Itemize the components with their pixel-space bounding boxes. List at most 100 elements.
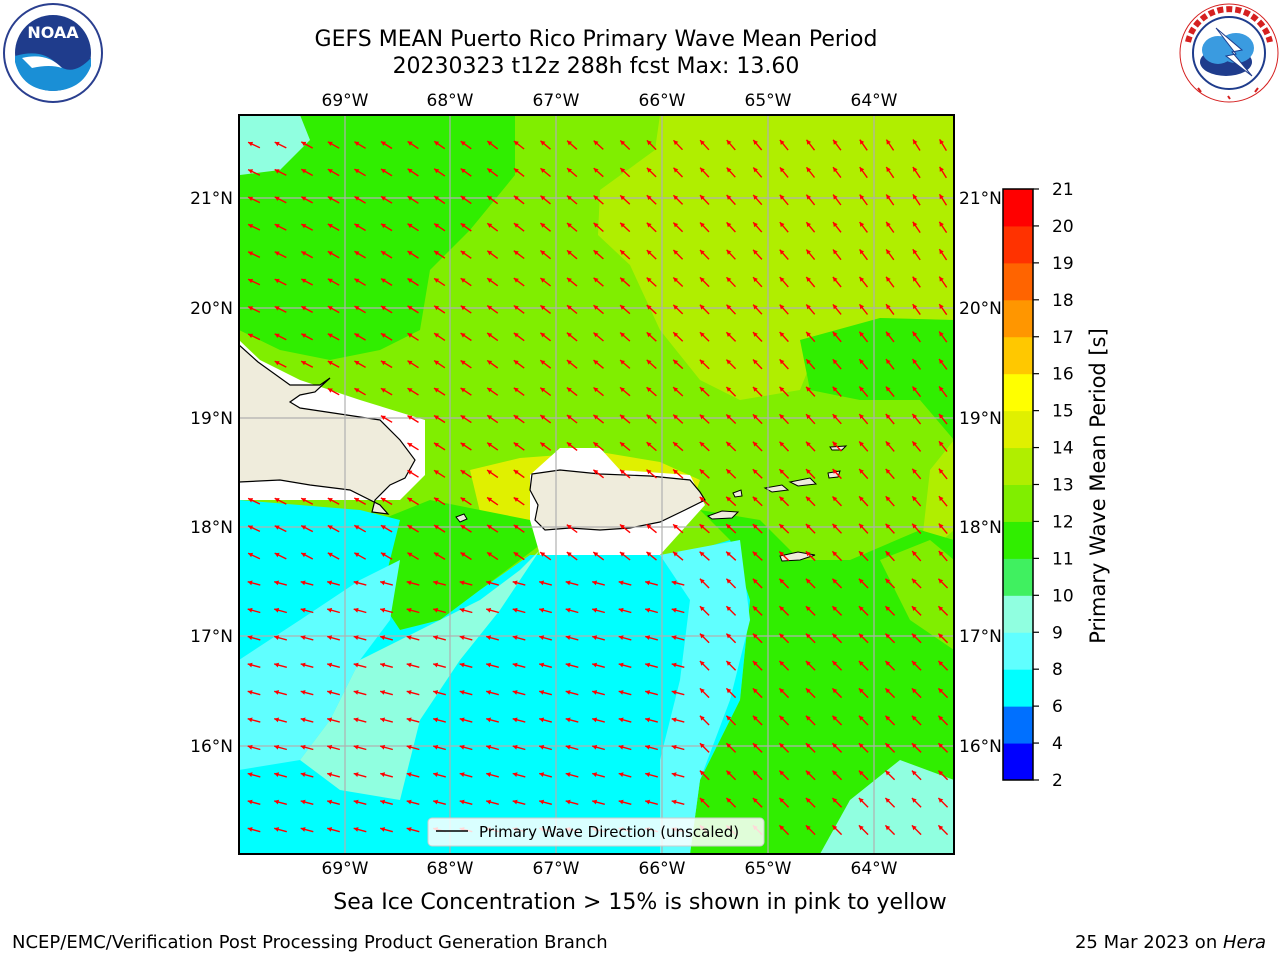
wave-arrow-head: [646, 140, 652, 146]
wave-arrow-head: [620, 360, 625, 365]
wave-arrow-head: [353, 717, 359, 723]
wave-arrow-head: [620, 387, 625, 393]
wave-arrow-head: [859, 441, 864, 447]
wave-arrow-head: [248, 306, 254, 311]
wave-arrow-head: [380, 607, 386, 613]
wave-arrow-head: [327, 251, 333, 256]
wave-arrow-head: [434, 360, 439, 366]
wave-arrow-head: [460, 196, 466, 201]
wave-arrow-head: [885, 551, 891, 557]
colorbar-segment: [1003, 558, 1033, 596]
wave-arrow-head: [646, 305, 652, 310]
wave-arrow-head: [487, 141, 493, 146]
wave-arrow-head: [726, 798, 732, 803]
wave-arrow-head: [247, 744, 253, 750]
wave-arrow-head: [752, 715, 758, 721]
wave-arrow-head: [406, 717, 412, 723]
wave-arrow-head: [673, 195, 679, 200]
wave-arrow-head: [274, 662, 280, 668]
colorbar-segment: [1003, 225, 1033, 264]
wave-arrow-head: [434, 223, 440, 228]
wave-arrow-head: [539, 607, 545, 613]
wave-arrow-head: [859, 469, 864, 474]
wave-arrow-head: [487, 278, 493, 283]
wave-arrow-head: [567, 195, 572, 201]
wave-arrow-head: [859, 139, 865, 145]
wave-arrow-head: [247, 772, 253, 777]
wave-arrow-head: [806, 139, 812, 145]
wave-arrow-head: [406, 799, 412, 805]
wave-arrow-head: [699, 414, 705, 420]
wave-arrow-head: [806, 359, 811, 365]
wave-arrow-head: [832, 743, 838, 748]
wave-arrow-head: [938, 661, 944, 666]
wave-arrow-head: [699, 578, 705, 584]
wave-arrow-head: [673, 359, 679, 365]
wave-arrow-head: [832, 523, 838, 529]
wave-arrow-head: [913, 139, 918, 145]
wave-arrow-head: [274, 196, 280, 201]
wave-arrow-head: [407, 525, 413, 530]
wave-arrow-head: [460, 525, 466, 530]
wave-arrow-head: [566, 524, 572, 530]
wave-arrow-head: [512, 772, 518, 777]
wave-arrow-head: [274, 278, 280, 284]
wave-arrow-head: [274, 799, 280, 805]
wave-arrow-head: [859, 359, 864, 365]
wave-arrow-head: [726, 304, 732, 310]
wave-arrow-head: [301, 361, 307, 366]
wave-arrow-head: [939, 331, 944, 337]
wave-arrow-head: [885, 441, 891, 447]
map-title: GEFS MEAN Puerto Rico Primary Wave Mean …: [314, 27, 878, 52]
wave-arrow-head: [301, 306, 307, 311]
wave-arrow-head: [912, 249, 918, 255]
wave-arrow-head: [726, 606, 732, 611]
wave-arrow-head: [512, 635, 518, 640]
wave-arrow-head: [407, 360, 413, 366]
wave-arrow-head: [699, 770, 705, 776]
wave-arrow-head: [912, 304, 918, 310]
wave-arrow-head: [513, 387, 519, 393]
wave-arrow-head: [274, 827, 280, 832]
wave-arrow-head: [327, 498, 333, 503]
wave-arrow-head: [858, 798, 864, 803]
wave-arrow-head: [833, 249, 838, 255]
wave-arrow-head: [645, 580, 651, 586]
wave-arrow-head: [513, 195, 519, 201]
colorbar-segment: [1003, 336, 1033, 375]
wave-arrow-head: [885, 386, 891, 392]
wave-arrow-head: [779, 469, 785, 474]
wave-arrow-head: [327, 827, 333, 832]
wave-arrow-head: [380, 717, 386, 723]
st-john-island: [788, 477, 818, 487]
wave-arrow-head: [645, 690, 651, 695]
wave-arrow-head: [567, 140, 572, 146]
wave-arrow-head: [938, 523, 944, 529]
wave-arrow-head: [380, 525, 386, 530]
wave-arrow-head: [832, 770, 838, 776]
wave-arrow-head: [487, 442, 493, 448]
sea-ice-note: Sea Ice Concentration > 15% is shown in …: [333, 890, 947, 915]
wave-arrow-head: [593, 168, 599, 173]
wave-arrow-head: [406, 690, 412, 695]
wave-arrow-head: [779, 578, 785, 584]
footer-machine: Hera: [1222, 932, 1266, 953]
wave-arrow-head: [805, 606, 811, 611]
wave-arrow-head: [726, 715, 732, 721]
wave-arrow-head: [353, 772, 359, 777]
wave-arrow-head: [487, 305, 493, 311]
wave-arrow-head: [779, 743, 785, 748]
wave-arrow-head: [858, 743, 864, 748]
wave-arrow-head: [300, 827, 306, 832]
wave-arrow-head: [274, 169, 280, 174]
wave-arrow-head: [593, 552, 599, 557]
wave-arrow-head: [354, 196, 360, 201]
wave-arrow-head: [886, 304, 891, 310]
wave-arrow-head: [912, 413, 918, 419]
wave-arrow-head: [327, 552, 333, 558]
wave-arrow-head: [433, 799, 439, 805]
wave-arrow-head: [274, 525, 280, 530]
wave-arrow-head: [566, 552, 572, 557]
wave-arrow-head: [859, 386, 864, 392]
wave-arrow-head: [912, 331, 918, 337]
